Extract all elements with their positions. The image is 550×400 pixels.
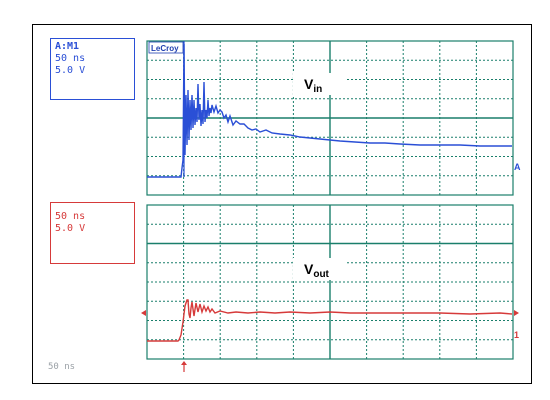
bottom-graticule (146, 204, 514, 360)
vout-trace (147, 299, 513, 342)
vin-marker-a: A (514, 162, 521, 172)
lecroy-logo: LeCroy (148, 41, 184, 54)
lecroy-text: LeCroy (151, 44, 179, 53)
footer-timebase: 50 ns (48, 362, 76, 372)
channel1-timebase: 50 ns (55, 53, 86, 64)
trigger-arrow-head (181, 361, 187, 365)
top-graticule (146, 40, 514, 196)
vin-label: Vin (304, 76, 322, 95)
vout-label: Vout (304, 261, 330, 280)
vout-right-arrow (514, 310, 519, 316)
vin-trace (147, 43, 512, 178)
channel2-timebase: 50 ns (55, 211, 86, 222)
vout-marker-1: 1 (514, 330, 519, 340)
vin-label-bg (293, 73, 345, 95)
channel2-info-box: 50 ns 5.0 V (50, 202, 135, 264)
channel1-volts: 5.0 V (55, 65, 86, 76)
channel1-info-box: A:M1 50 ns 5.0 V (50, 38, 135, 100)
channel2-volts: 5.0 V (55, 223, 86, 234)
vout-label-bg (293, 258, 345, 280)
channel1-header: A:M1 (55, 41, 80, 52)
vout-left-arrow (141, 310, 146, 316)
